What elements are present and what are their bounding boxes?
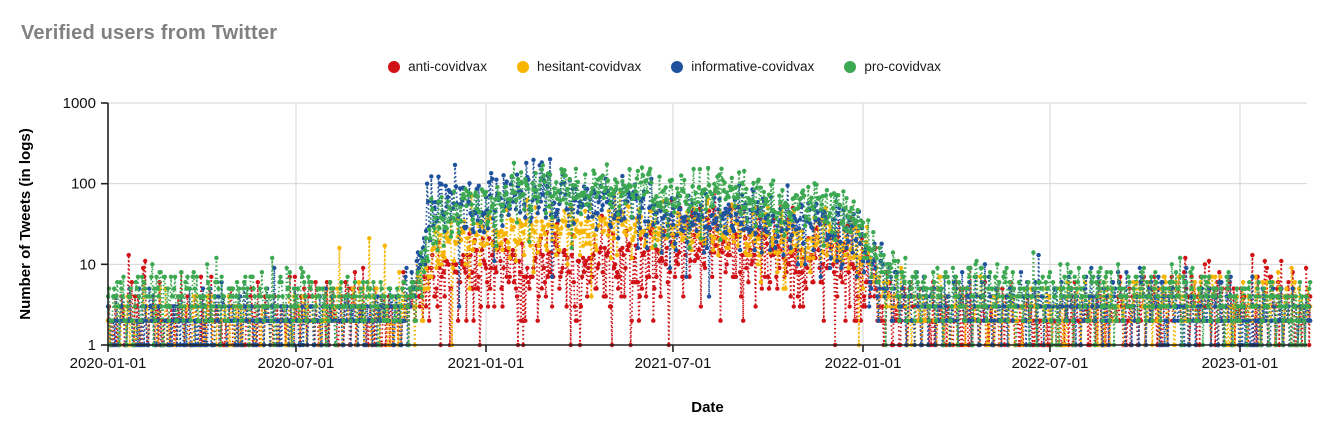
legend-swatch-icon xyxy=(388,60,401,73)
tick-labels: 1 10 100 1000 2020-01-01 2020-07-01 2021-01-01… xyxy=(63,95,1279,372)
legend-item-pro-covidvax[interactable]: pro-covidvax xyxy=(844,59,941,74)
y-tick-label: 10 xyxy=(79,256,96,273)
legend-item-label: hesitant-covidvax xyxy=(536,59,642,74)
legend-item-label: pro-covidvax xyxy=(864,59,941,74)
x-tick-label: 2021-01-01 xyxy=(448,355,525,372)
legend-item-anti-covidvax[interactable]: anti-covidvax xyxy=(388,59,487,74)
legend-item-hesitant-covidvax[interactable]: hesitant-covidvax xyxy=(516,59,642,74)
x-tick-label: 2022-01-01 xyxy=(825,355,902,372)
legend-item-informative-covidvax[interactable]: informative-covidvax xyxy=(671,59,814,74)
y-tick-label: 1 xyxy=(88,337,96,354)
legend-swatch-icon xyxy=(516,60,529,73)
x-tick-label: 2023-01-01 xyxy=(1202,355,1279,372)
y-tick-label: 100 xyxy=(71,176,96,193)
x-tick-label: 2020-07-01 xyxy=(258,355,335,372)
legend-item-label: informative-covidvax xyxy=(691,59,815,74)
axes xyxy=(101,102,1307,352)
x-axis-title: Date xyxy=(691,399,724,416)
x-tick-label: 2020-01-01 xyxy=(70,355,147,372)
legend-swatch-icon xyxy=(844,60,857,73)
x-tick-label: 2021-07-01 xyxy=(635,355,712,372)
y-axis-title: Number of Tweets (in logs) xyxy=(17,128,34,319)
page-title: Verified users from Twitter xyxy=(21,22,278,44)
x-tick-label: 2022-07-01 xyxy=(1012,355,1089,372)
legend: anti-covidvax hesitant-covidvax informativ… xyxy=(0,59,1329,74)
y-tick-label: 1000 xyxy=(63,95,96,112)
legend-swatch-icon xyxy=(671,60,684,73)
legend-item-label: anti-covidvax xyxy=(408,59,487,74)
